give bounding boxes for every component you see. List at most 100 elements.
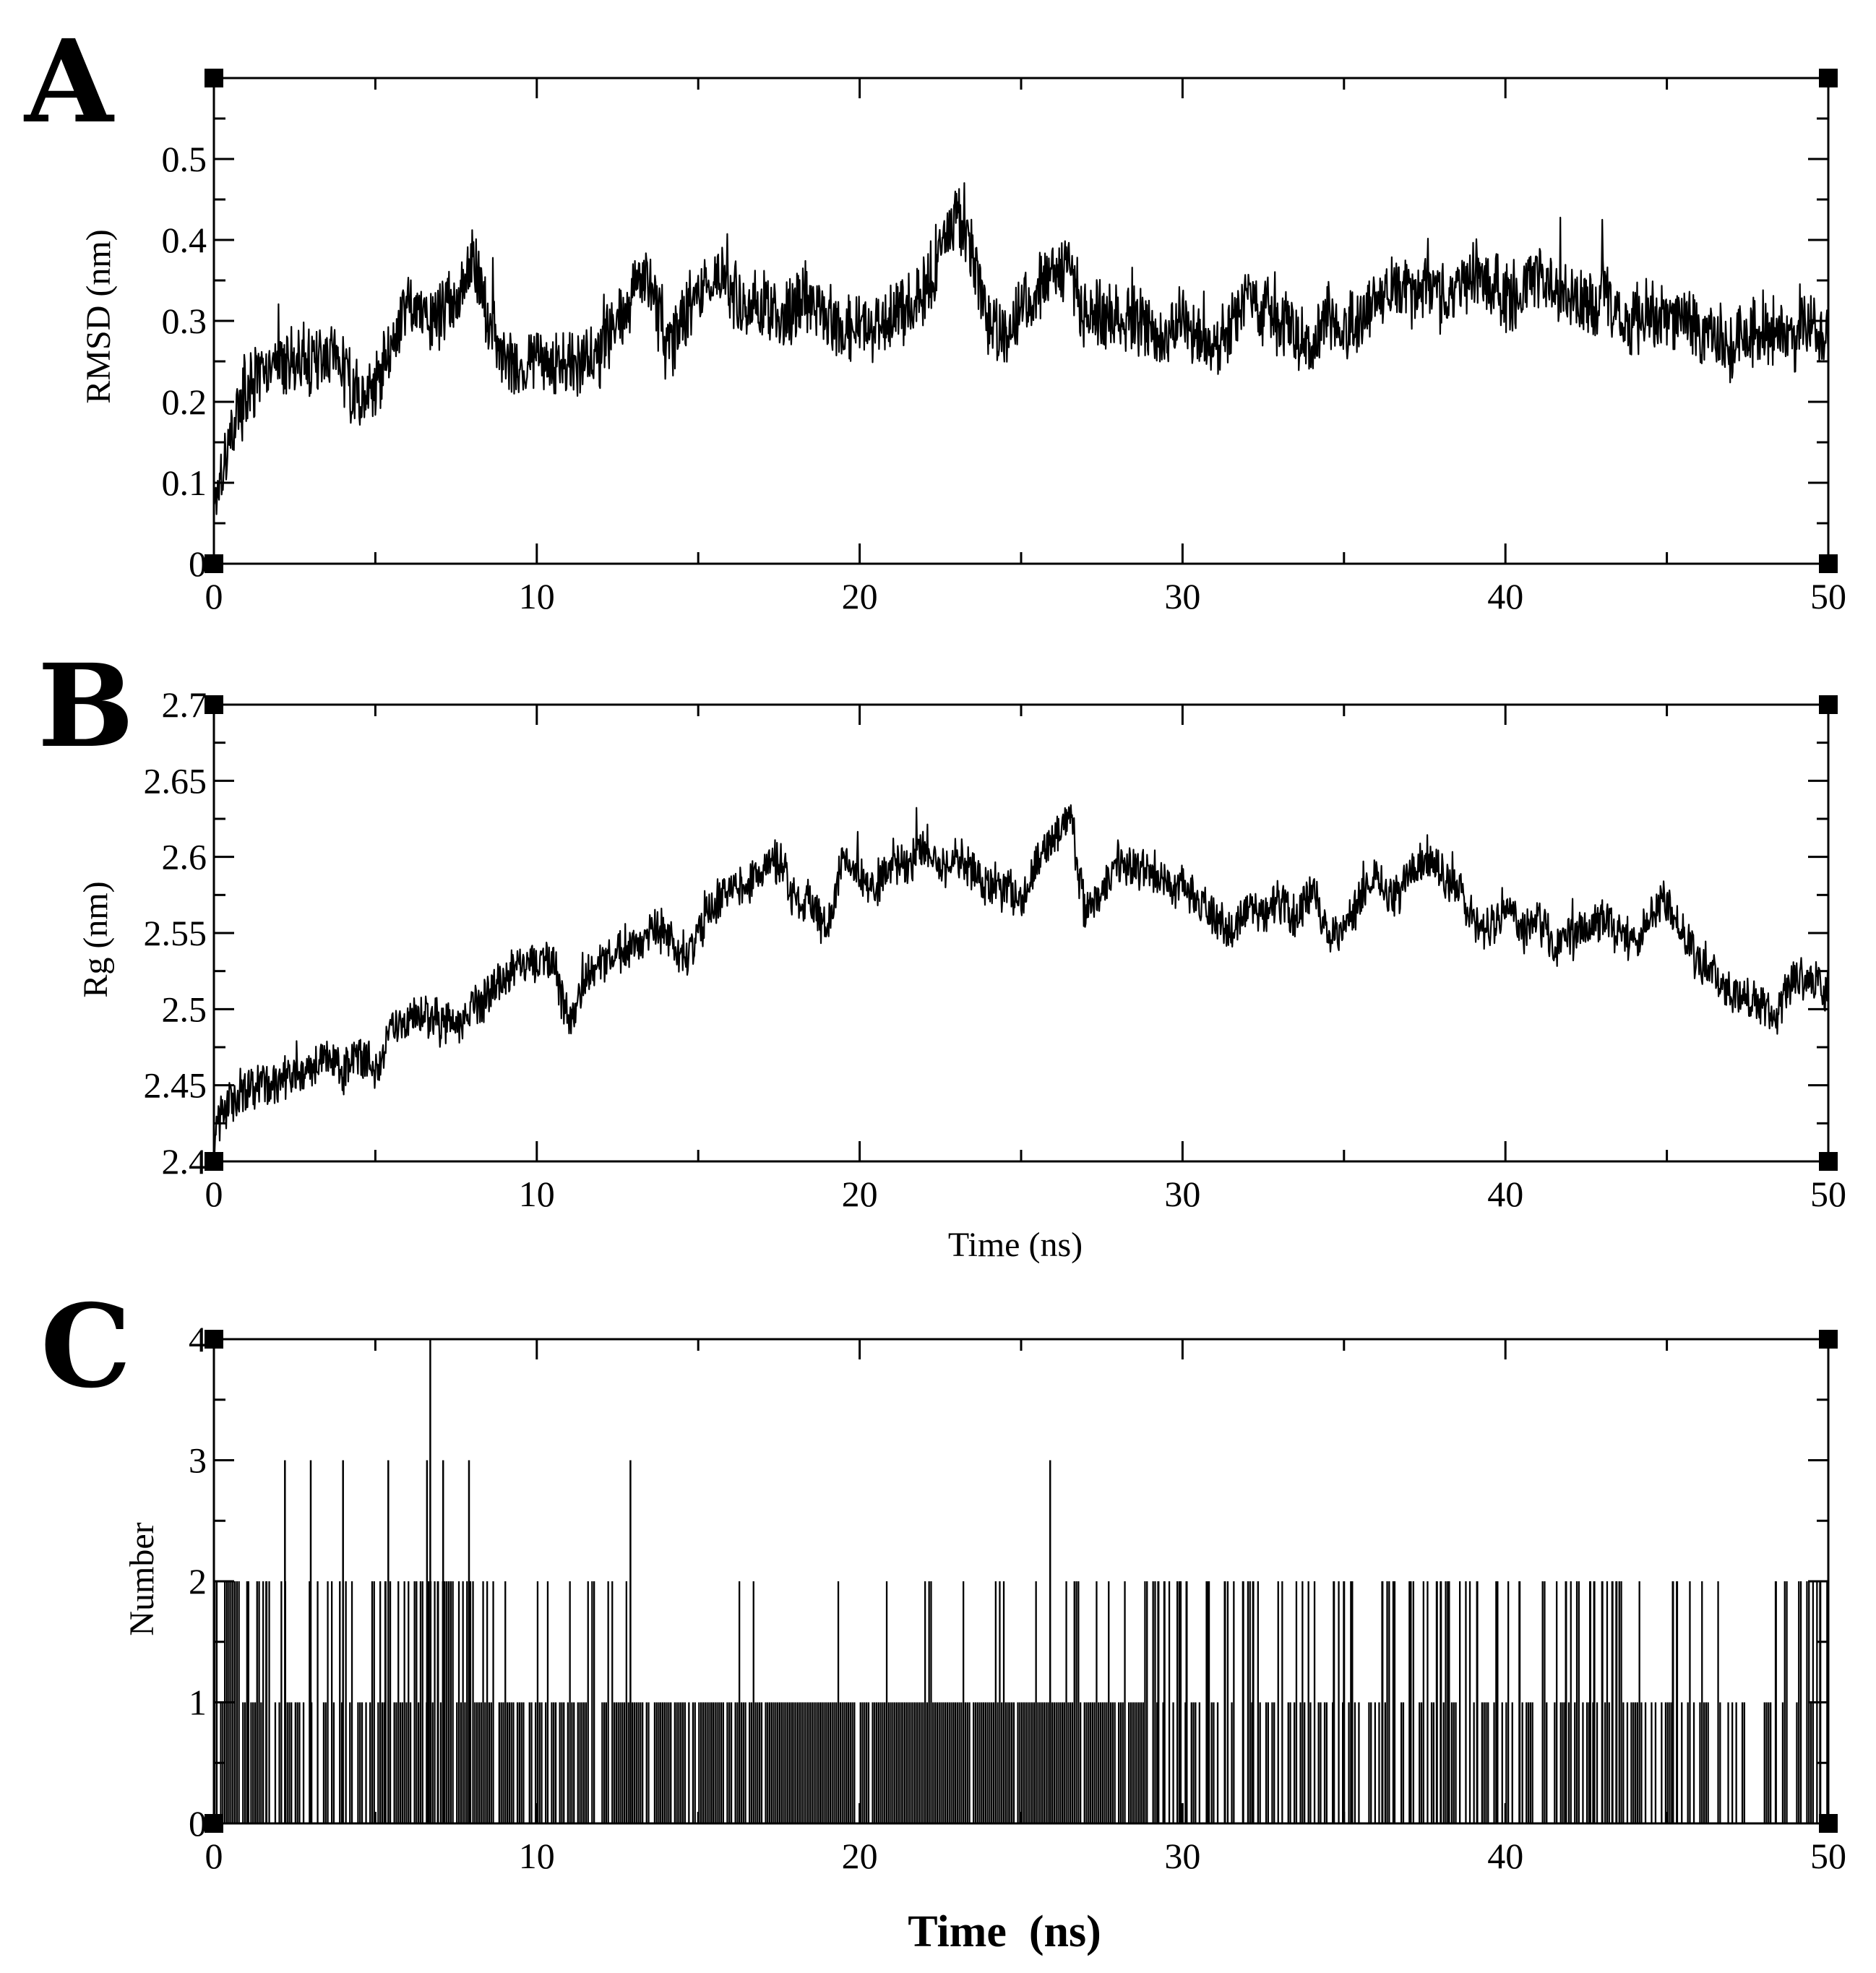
hbond-bar — [942, 1702, 945, 1823]
hbond-bar — [601, 1702, 603, 1823]
y-tick-label: 2.4 — [162, 1141, 207, 1182]
hbond-bar — [563, 1702, 565, 1823]
hbond-bar — [805, 1702, 807, 1823]
hbond-bar — [1338, 1581, 1340, 1823]
hbond-bar — [702, 1702, 705, 1823]
hbond-bar — [518, 1702, 520, 1823]
hbond-bar — [710, 1702, 713, 1823]
hbond-bar — [706, 1702, 708, 1823]
hbond-bar — [399, 1702, 402, 1823]
hbond-bar — [884, 1702, 886, 1823]
hbond-bar — [1784, 1581, 1786, 1823]
hbond-bar — [1259, 1702, 1261, 1823]
hbond-bar — [452, 1581, 454, 1823]
hbond-bar — [968, 1702, 971, 1823]
hbond-bar — [294, 1702, 296, 1823]
hbond-bar — [924, 1581, 926, 1823]
hbond-bar — [1156, 1702, 1158, 1823]
hbond-bar — [640, 1702, 642, 1823]
hbond-bar — [760, 1702, 763, 1823]
hbond-bar — [577, 1702, 579, 1823]
hbond-bar — [1294, 1702, 1296, 1823]
corner-marker — [1819, 554, 1838, 573]
hbond-bar — [1099, 1702, 1102, 1823]
hbond-bar — [722, 1702, 724, 1823]
hbond-bar — [278, 1702, 280, 1823]
hbond-bar — [813, 1702, 815, 1823]
hbond-bar — [474, 1702, 476, 1823]
hbond-bar — [428, 1581, 430, 1823]
hbond-bar — [317, 1581, 319, 1823]
hbond-bar — [361, 1702, 363, 1823]
hbond-bar — [1267, 1702, 1269, 1823]
hbond-bar — [867, 1702, 870, 1823]
y-tick-label: 2.45 — [144, 1065, 207, 1106]
hbond-bar — [1618, 1581, 1620, 1823]
hbond-bar — [843, 1702, 846, 1823]
x-tick-label: 20 — [842, 576, 878, 616]
hbond-bar — [466, 1581, 468, 1823]
hbond-bar — [954, 1702, 957, 1823]
hbond-bar — [775, 1702, 777, 1823]
hbond-bar — [875, 1702, 878, 1823]
hbond-bar — [680, 1702, 682, 1823]
hbond-bar — [619, 1702, 621, 1823]
hbond-bar — [1562, 1702, 1564, 1823]
hbond-bar — [767, 1702, 769, 1823]
hbond-bar — [1007, 1702, 1009, 1823]
hbond-bar — [742, 1702, 744, 1823]
panel-label-b: B — [38, 640, 134, 773]
hbond-bar — [581, 1702, 583, 1823]
hbond-bar — [882, 1702, 884, 1823]
x-tick-label: 30 — [1164, 576, 1200, 616]
hbond-bar — [1124, 1581, 1126, 1823]
hbond-bar — [350, 1581, 353, 1823]
hbond-bar — [1029, 1702, 1031, 1823]
hbond-bar — [1176, 1581, 1179, 1823]
hbond-bar — [632, 1702, 634, 1823]
hbond-bar — [754, 1702, 757, 1823]
hbond-bar — [1195, 1702, 1197, 1823]
hbond-bar — [1073, 1581, 1075, 1823]
hbond-bar — [918, 1702, 920, 1823]
hbond-bar — [1473, 1702, 1475, 1823]
hbond-bar — [642, 1702, 644, 1823]
hbond-bar — [377, 1702, 379, 1823]
hbond-bar — [1402, 1702, 1405, 1823]
hbond-bar — [809, 1702, 812, 1823]
hbond-bar — [246, 1581, 248, 1823]
hbond-bar — [1320, 1702, 1322, 1823]
hbond-bar — [504, 1581, 507, 1823]
hbond-bar — [1033, 1702, 1036, 1823]
hbond-bar — [1002, 1581, 1005, 1823]
hbond-bar — [464, 1702, 466, 1823]
hbond-bar — [660, 1702, 662, 1823]
hbond-bar — [322, 1702, 325, 1823]
hbond-bar — [520, 1702, 522, 1823]
hbond-bar — [1654, 1702, 1657, 1823]
hbond-bar — [439, 1702, 442, 1823]
x-tick-label: 10 — [519, 1174, 555, 1214]
hbond-bar — [434, 1581, 436, 1823]
hbond-bar — [587, 1581, 589, 1823]
hbond-bar — [536, 1581, 539, 1823]
hbond-bar — [734, 1702, 736, 1823]
hbond-bar — [1419, 1702, 1421, 1823]
hbond-bar — [236, 1581, 238, 1823]
hbond-bar — [369, 1702, 371, 1823]
x-tick-label: 40 — [1487, 576, 1523, 616]
hbond-bar — [1004, 1702, 1007, 1823]
hbond-bar — [1574, 1702, 1576, 1823]
hbond-bar — [1588, 1702, 1590, 1823]
hbond-bar — [666, 1702, 668, 1823]
hbond-bar — [739, 1581, 741, 1823]
x-tick-label: 10 — [519, 1836, 555, 1876]
hbond-bar — [1459, 1581, 1461, 1823]
hbond-bar — [958, 1702, 960, 1823]
hbond-bar — [1620, 1581, 1622, 1823]
hbond-bar — [1198, 1702, 1200, 1823]
hbond-bar — [1453, 1702, 1455, 1823]
hbond-bar — [768, 1702, 771, 1823]
hbond-bar — [1770, 1702, 1772, 1823]
hbond-bar — [861, 1702, 864, 1823]
